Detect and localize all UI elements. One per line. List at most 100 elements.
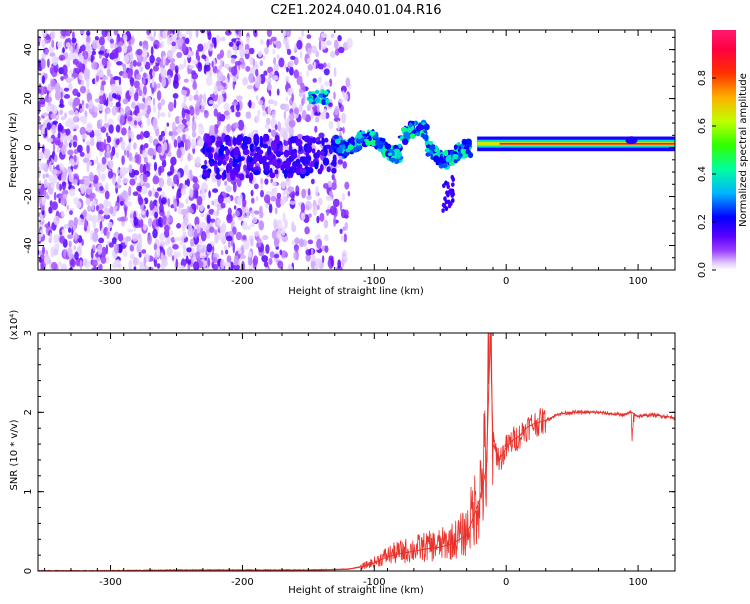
noise-blob: [318, 39, 322, 51]
signal-blob: [453, 159, 458, 164]
noise-blob: [128, 164, 133, 174]
noise-blob: [115, 151, 120, 159]
signal-blob: [397, 143, 402, 149]
noise-blob: [156, 246, 161, 258]
noise-blob: [194, 228, 198, 239]
noise-blob: [81, 238, 84, 246]
noise-blob: [223, 196, 228, 205]
signal-blob: [433, 155, 440, 163]
noise-blob: [43, 254, 51, 265]
noise-blob: [216, 53, 222, 60]
noise-blob: [301, 188, 306, 199]
noise-blob: [251, 197, 255, 204]
band-blob: [263, 133, 267, 143]
band-blob: [216, 140, 223, 146]
noise-blob: [167, 111, 171, 118]
noise-blob: [59, 162, 64, 170]
band-blob: [323, 137, 329, 143]
x-tick-label: -100: [363, 276, 386, 287]
noise-blob: [261, 255, 269, 263]
noise-blob: [92, 39, 99, 50]
noise-blob: [94, 36, 99, 41]
noise-blob: [61, 64, 68, 76]
noise-blob: [265, 266, 269, 270]
noise-blob: [342, 161, 348, 169]
band-blob: [273, 139, 278, 145]
noise-blob: [51, 55, 59, 66]
noise-blob: [56, 181, 60, 190]
noise-blob: [115, 101, 121, 108]
noise-blob: [133, 142, 137, 150]
noise-blob: [301, 212, 306, 221]
noise-blob: [232, 76, 238, 82]
noise-blob: [186, 178, 190, 187]
noise-blob: [144, 96, 152, 106]
noise-blob: [127, 228, 134, 233]
noise-blob: [48, 174, 53, 182]
noise-blob: [57, 132, 61, 140]
noise-blob: [58, 54, 66, 61]
noise-blob: [250, 189, 254, 197]
signal-blob: [441, 202, 446, 208]
signal-blob: [318, 93, 324, 98]
noise-blob: [143, 130, 150, 139]
y-tick-label: -20: [23, 188, 34, 204]
noise-blob: [256, 242, 259, 248]
noise-blob: [249, 56, 254, 66]
noise-blob: [94, 98, 101, 103]
noise-blob: [340, 85, 347, 94]
noise-blob: [101, 216, 105, 222]
noise-blob: [313, 61, 316, 70]
band-blob: [280, 164, 285, 171]
noise-blob: [105, 182, 109, 193]
noise-blob: [45, 35, 51, 40]
noise-blob: [161, 76, 167, 88]
noise-blob: [50, 113, 57, 119]
noise-blob: [186, 247, 192, 253]
noise-blob: [255, 196, 259, 202]
noise-blob: [286, 66, 289, 73]
noise-blob: [60, 91, 63, 99]
y-tick-label: 1: [23, 488, 34, 494]
noise-blob: [97, 203, 104, 211]
noise-blob: [137, 112, 143, 118]
noise-blob: [333, 216, 337, 227]
noise-blob: [107, 223, 111, 233]
signal-blob: [438, 156, 444, 163]
noise-blob: [225, 30, 232, 36]
noise-blob: [137, 193, 142, 204]
noise-blob: [296, 39, 303, 50]
noise-blob: [315, 186, 319, 197]
noise-blob: [203, 110, 209, 118]
noise-blob: [179, 265, 185, 270]
noise-blob: [152, 117, 158, 128]
noise-blob: [166, 122, 170, 127]
noise-blob: [337, 35, 342, 42]
x-tick-label: 0: [503, 577, 509, 588]
noise-blob: [310, 248, 314, 255]
noise-blob: [338, 46, 345, 54]
band-blob: [322, 157, 330, 166]
noise-blob: [270, 36, 277, 42]
noise-blob: [260, 39, 264, 45]
noise-blob: [178, 202, 185, 209]
noise-blob: [259, 205, 263, 214]
noise-blob: [173, 139, 178, 148]
noise-blob: [143, 156, 148, 164]
noise-blob: [242, 198, 247, 208]
noise-blob: [157, 145, 163, 154]
noise-blob: [270, 178, 273, 184]
noise-blob: [41, 39, 46, 48]
colorbar-label: Normalized spectral amplitude: [738, 73, 749, 227]
noise-blob: [294, 245, 299, 253]
band-blob: [262, 143, 269, 149]
noise-blob: [311, 254, 316, 262]
colorbar-tick-label: 0.8: [697, 70, 708, 86]
noise-blob: [42, 173, 46, 179]
noise-blob: [61, 189, 69, 196]
noise-blob: [41, 75, 46, 85]
band-blob: [224, 134, 231, 143]
noise-blob: [148, 190, 153, 197]
noise-blob: [138, 89, 143, 97]
noise-blob: [234, 210, 240, 217]
